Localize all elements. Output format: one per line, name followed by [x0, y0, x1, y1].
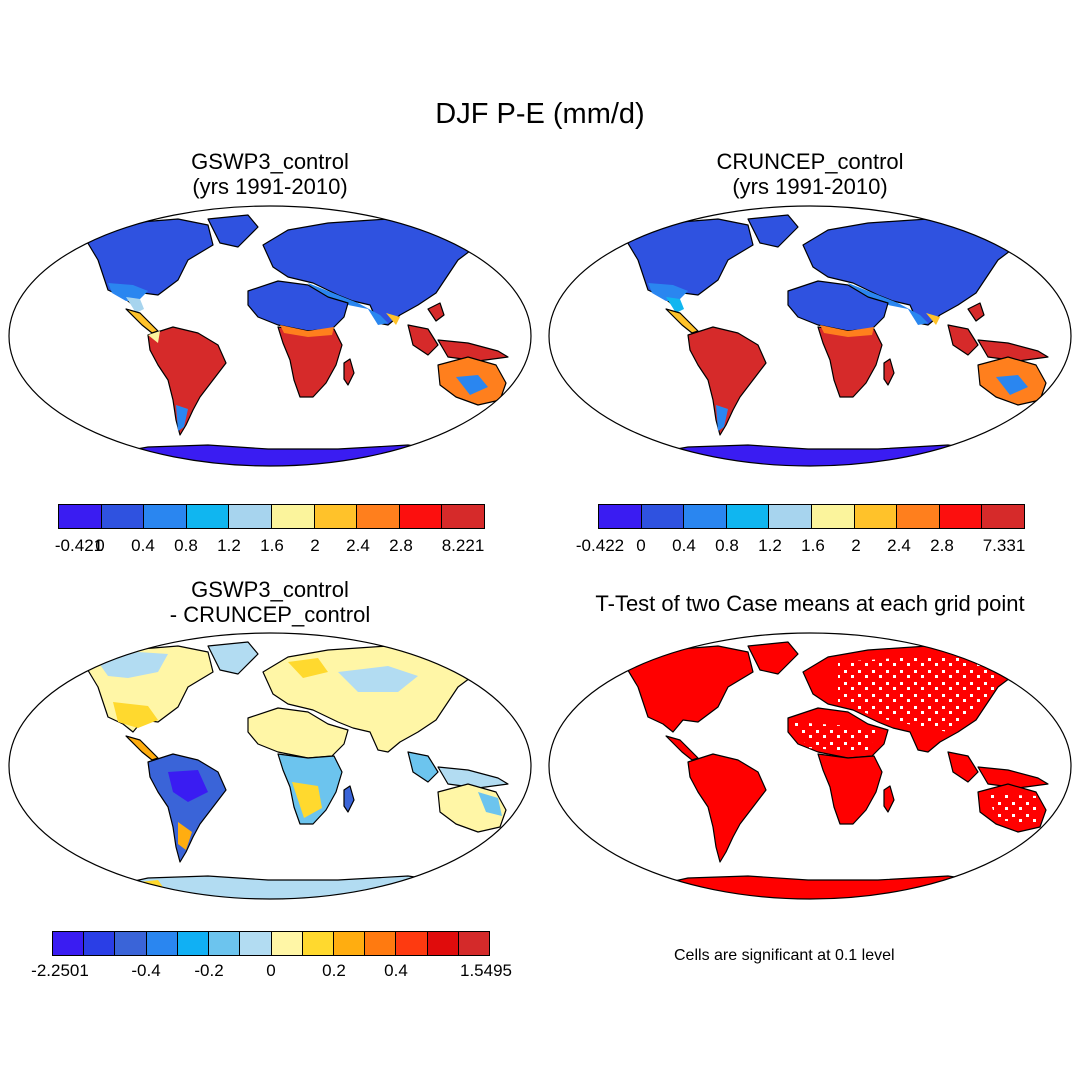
africa-south	[817, 753, 883, 825]
colorbar-swatch	[769, 505, 812, 528]
colorbar-tick-label: 0	[95, 536, 105, 555]
panel-gswp3-title-line2: (yrs 1991-2010)	[192, 174, 348, 199]
colorbar-swatch	[599, 505, 642, 528]
colorbar-tick-label: 2.4	[887, 536, 911, 555]
colorbar-swatch	[271, 505, 315, 528]
south-america	[147, 326, 227, 436]
north-america	[82, 218, 214, 306]
colorbar-tick-label: 0	[266, 961, 276, 980]
antarctica	[87, 875, 469, 899]
colorbar-tick-label: -0.421	[54, 536, 104, 555]
colorbar-swatch	[399, 505, 443, 528]
antarctica	[627, 875, 1009, 899]
africa	[247, 707, 349, 759]
colorbar-swatch	[365, 932, 397, 955]
colorbar-swatch	[333, 932, 366, 955]
colorbar-swatch	[177, 932, 210, 955]
north-america	[622, 218, 754, 306]
colorbar-tick-label: 1.2	[217, 536, 241, 555]
colorbar-tick-label: 0.4	[672, 536, 696, 555]
colorbar-swatch	[854, 505, 898, 528]
colorbar-swatch	[897, 505, 940, 528]
greenland	[207, 641, 259, 675]
panel-diff-title-line2: - CRUNCEP_control	[169, 602, 371, 627]
colorbar-swatch	[115, 932, 147, 955]
greenland	[207, 214, 259, 248]
panel-cruncep-title-line2: (yrs 1991-2010)	[732, 174, 888, 199]
colorbar-swatch	[641, 505, 685, 528]
panel-diff-title: GSWP3_control - CRUNCEP_control	[110, 577, 430, 627]
significance-note: Cells are significant at 0.1 level	[674, 947, 895, 964]
colorbar-tick-label: 0.8	[715, 536, 739, 555]
colorbar-tick-label: 2	[310, 536, 320, 555]
colorbar-tick-label: 1.5495	[460, 961, 512, 980]
colorbar-tick-label: 2	[851, 536, 861, 555]
panel-gswp3-title: GSWP3_control (yrs 1991-2010)	[120, 149, 420, 199]
north-america	[622, 645, 754, 733]
colorbar-swatch	[982, 505, 1024, 528]
colorbar-tick-label: -0.4	[131, 961, 161, 980]
panel-cruncep-title: CRUNCEP_control (yrs 1991-2010)	[660, 149, 960, 199]
colorbar-tick-label: 0.4	[384, 961, 408, 980]
africa	[247, 280, 349, 332]
south-america	[687, 753, 767, 863]
colorbar-cruncep	[598, 504, 1025, 529]
colorbar-swatch	[458, 932, 490, 955]
colorbar-tick-label: -2.2501	[31, 961, 89, 980]
colorbar-swatch	[240, 932, 272, 955]
colorbar-swatch	[427, 932, 459, 955]
colorbar-tick-label: 2.8	[930, 536, 954, 555]
colorbar-swatch	[59, 505, 102, 528]
colorbar-swatch	[186, 505, 230, 528]
map-ttest	[548, 632, 1072, 900]
colorbar-tick-label: 2.4	[346, 536, 370, 555]
south-america	[687, 326, 767, 436]
colorbar-swatch	[302, 932, 334, 955]
colorbar-tick-label: 0.4	[131, 536, 155, 555]
colorbar-tick-label: 0.2	[322, 961, 346, 980]
africa	[787, 280, 889, 332]
colorbar-diff	[52, 931, 490, 956]
colorbar-tick-label: 8.221	[441, 536, 485, 555]
colorbar-swatch	[726, 505, 770, 528]
colorbar-swatch	[684, 505, 727, 528]
colorbar-tick-label: 7.331	[982, 536, 1026, 555]
colorbar-swatch	[939, 505, 983, 528]
map-gswp3	[8, 205, 532, 467]
colorbar-swatch	[442, 505, 484, 528]
colorbar-tick-label: 1.6	[260, 536, 284, 555]
colorbar-swatch	[357, 505, 400, 528]
colorbar-tick-label: -0.2	[194, 961, 224, 980]
colorbar-swatch	[811, 505, 855, 528]
figure-title: DJF P-E (mm/d)	[435, 98, 645, 130]
map-cruncep	[548, 205, 1072, 467]
greenland	[747, 214, 799, 248]
colorbar-swatch	[101, 505, 145, 528]
colorbar-swatch	[53, 932, 85, 955]
panel-diff-title-line1: GSWP3_control	[191, 577, 349, 602]
colorbar-swatch	[314, 505, 358, 528]
map-diff	[8, 632, 532, 900]
colorbar-tick-label: 0	[636, 536, 646, 555]
colorbar-swatch	[229, 505, 272, 528]
colorbar-swatch	[396, 932, 428, 955]
panel-gswp3-title-line1: GSWP3_control	[191, 149, 349, 174]
colorbar-tick-label: 1.6	[801, 536, 825, 555]
colorbar-tick-label: 0.8	[174, 536, 198, 555]
greenland	[747, 641, 799, 675]
panel-cruncep-title-line1: CRUNCEP_control	[716, 149, 904, 174]
colorbar-swatch	[209, 932, 241, 955]
colorbar-tick-label: 2.8	[389, 536, 413, 555]
colorbar-tick-label: 1.2	[758, 536, 782, 555]
colorbar-swatch	[271, 932, 303, 955]
colorbar-swatch	[144, 505, 187, 528]
panel-ttest-title: T-Test of two Case means at each grid po…	[595, 591, 1025, 616]
colorbar-swatch	[146, 932, 178, 955]
south-america	[147, 753, 227, 863]
colorbar-gswp3	[58, 504, 485, 529]
colorbar-swatch	[84, 932, 116, 955]
colorbar-tick-label: -0.422	[575, 536, 625, 555]
